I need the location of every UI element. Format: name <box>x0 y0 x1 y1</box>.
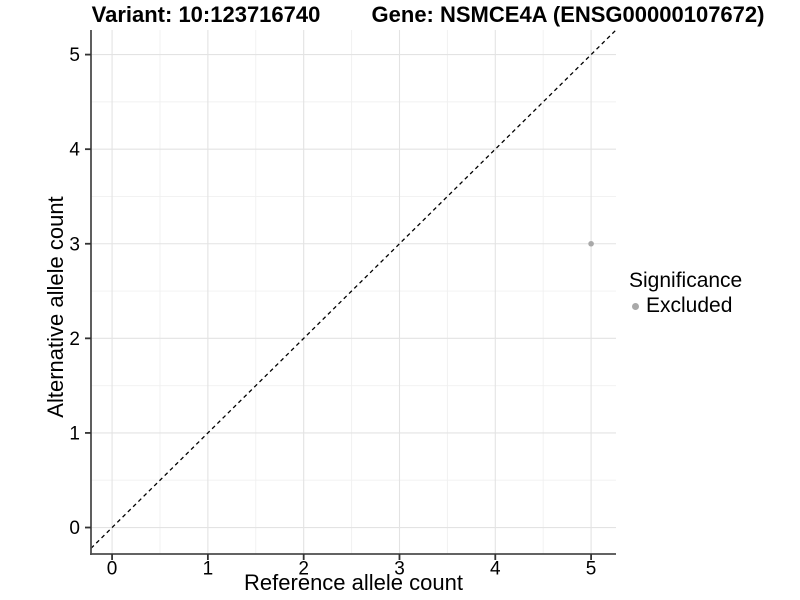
legend-item-excluded: Excluded <box>629 294 742 317</box>
y-tick-label: 2 <box>69 329 80 350</box>
x-tick-label: 4 <box>490 559 501 580</box>
x-tick-label: 3 <box>394 559 405 580</box>
x-tick-label: 0 <box>107 559 118 580</box>
identity-line <box>90 29 617 549</box>
excluded-point-icon <box>632 302 639 310</box>
data-point <box>588 240 594 247</box>
x-tick-label: 1 <box>203 559 214 580</box>
plot-title-gene: Gene: NSMCE4A (ENSG00000107672) <box>371 2 765 27</box>
y-tick-label: 3 <box>69 234 80 255</box>
y-tick-label: 5 <box>69 45 80 66</box>
y-tick-label: 4 <box>69 140 80 161</box>
y-tick-label: 0 <box>69 518 80 539</box>
x-tick-label: 2 <box>298 559 309 580</box>
plot-title-variant: Variant: 10:123716740 <box>91 2 321 27</box>
legend-item-label: Excluded <box>646 294 733 317</box>
x-tick-label: 5 <box>586 559 597 580</box>
legend: Significance Excluded <box>629 269 743 318</box>
y-axis-title: Alternative allele count <box>43 196 68 418</box>
y-tick-label: 1 <box>69 423 80 444</box>
x-axis-title: Reference allele count <box>244 570 463 595</box>
legend-title: Significance <box>629 269 743 292</box>
